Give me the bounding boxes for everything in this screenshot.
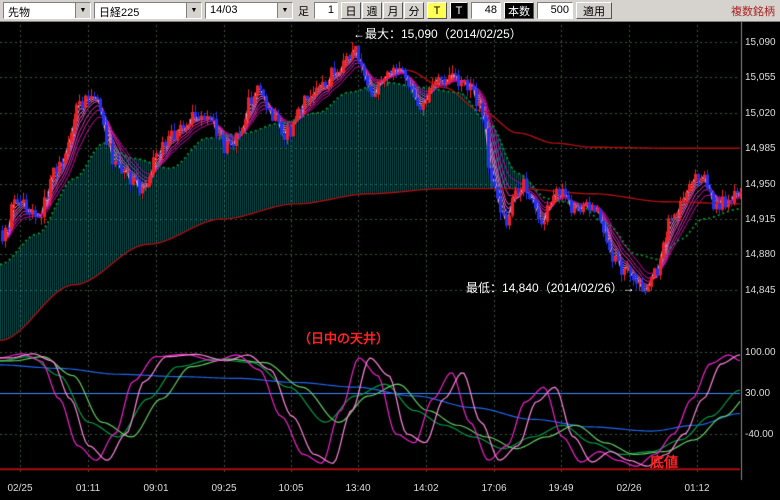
time-axis-label: 09:01 [143, 483, 169, 494]
bar-count-label: 本数 [504, 2, 534, 19]
period-button-week[interactable]: 週 [362, 2, 382, 19]
time-axis-label: 02/25 [7, 483, 33, 494]
bar-count-input[interactable]: 500 [537, 2, 573, 19]
chevron-down-icon[interactable]: ▼ [75, 3, 90, 18]
price-axis-label: 14,915 [745, 214, 776, 225]
price-axis-label: 15,055 [745, 72, 776, 84]
tick-chart-button[interactable]: T [427, 2, 447, 19]
time-axis-label: 17:06 [481, 483, 507, 494]
multi-symbol-link[interactable]: 複数銘柄 [731, 5, 775, 18]
instrument-type-dropdown[interactable]: 先物 ▼ [3, 2, 91, 19]
price-axis-label: 15,020 [745, 107, 776, 119]
interval-value-box[interactable]: 1 [314, 2, 338, 19]
price-axis-label: 14,880 [745, 249, 776, 261]
toolbar: 先物 ▼ 日経225 ▼ 14/03 ▼ 足 1 日週月分 T T 48 本数 … [0, 0, 780, 22]
price-axis-label: 14,985 [745, 143, 776, 155]
time-axis-label: 14:02 [413, 483, 439, 494]
period-button-minute[interactable]: 分 [404, 2, 424, 19]
instrument-value: 日経225 [99, 7, 140, 18]
time-axis-label: 01:11 [75, 483, 101, 494]
oscillator-axis-label: -40.00 [745, 429, 774, 440]
tick-param-input[interactable]: 48 [471, 2, 501, 19]
price-axis-label: 15,090 [745, 37, 776, 48]
contract-month-value: 14/03 [210, 4, 238, 16]
bottom-annotation: 底値 [650, 454, 678, 470]
time-axis-label: 19:49 [548, 483, 574, 494]
bar-type-label: 足 [298, 5, 309, 18]
period-button-group: 日週月分 [341, 2, 424, 19]
time-axis-label: 09:25 [211, 483, 237, 494]
tick-param-label: T [450, 2, 468, 19]
chart-area: ←最大：15,090（2014/02/25） 最低：14,840（2014/02… [0, 22, 780, 500]
oscillator-axis-label: 100.00 [745, 347, 776, 358]
time-axis-label: 10:05 [278, 483, 304, 494]
oscillator-axis-label: 30.00 [745, 388, 771, 399]
instrument-dropdown[interactable]: 日経225 ▼ [94, 2, 202, 19]
price-axis-label: 14,845 [745, 284, 776, 296]
min-annotation: 最低：14,840（2014/02/26）→ [466, 281, 635, 295]
chevron-down-icon[interactable]: ▼ [277, 3, 292, 18]
max-annotation: ←最大：15,090（2014/02/25） [353, 27, 522, 41]
instrument-type-value: 先物 [8, 7, 30, 18]
period-button-day[interactable]: 日 [341, 2, 361, 19]
time-axis-label: 02/26 [616, 483, 642, 494]
time-axis-label: 01:12 [684, 483, 710, 494]
price-axis-label: 14,950 [745, 178, 776, 190]
period-button-month[interactable]: 月 [383, 2, 403, 19]
chevron-down-icon[interactable]: ▼ [186, 3, 201, 18]
time-axis-label: 13:40 [345, 483, 371, 494]
apply-button[interactable]: 適用 [576, 2, 612, 19]
contract-month-dropdown[interactable]: 14/03 ▼ [205, 2, 293, 19]
ceiling-annotation: （日中の天井） [298, 331, 390, 346]
price-chart-canvas[interactable] [0, 22, 780, 500]
